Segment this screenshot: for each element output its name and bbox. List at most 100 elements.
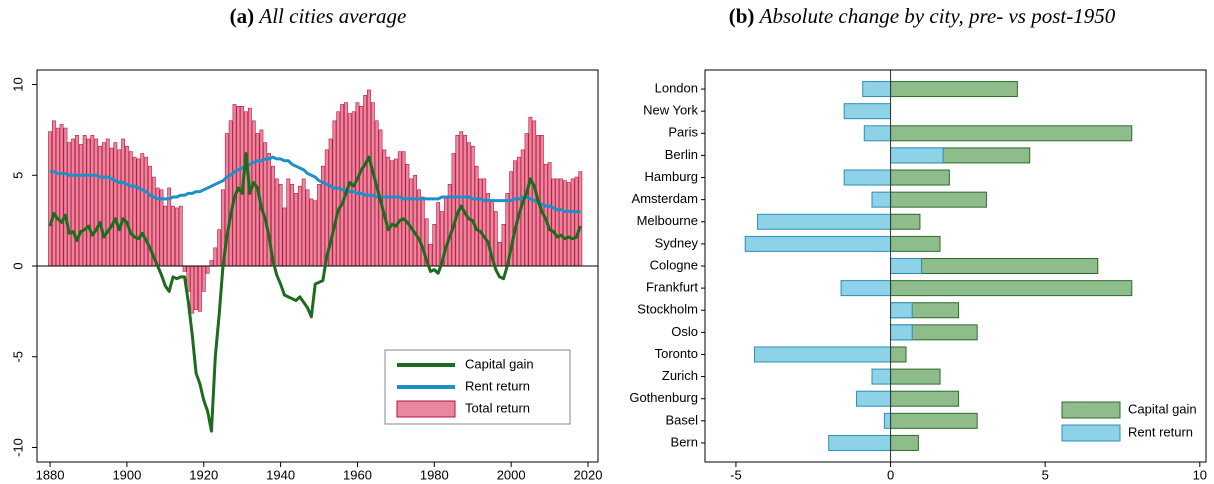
y-tick-label: Stockholm xyxy=(637,302,698,317)
bar xyxy=(528,116,533,267)
bar xyxy=(455,135,460,267)
x-tick-label: 1980 xyxy=(420,467,449,482)
bar xyxy=(574,176,579,267)
y-tick-label: Gothenburg xyxy=(629,390,698,405)
bar xyxy=(136,158,141,267)
bar xyxy=(370,102,375,267)
bar xyxy=(290,184,295,267)
bar xyxy=(59,124,64,267)
bar xyxy=(282,207,287,267)
bar xyxy=(205,265,210,274)
bar xyxy=(86,138,91,267)
legend-label: Total return xyxy=(465,400,530,415)
bar xyxy=(236,105,241,267)
bar xyxy=(856,390,892,407)
bar xyxy=(459,131,464,267)
y-tick-label: Cologne xyxy=(650,257,698,272)
bar xyxy=(128,151,133,267)
y-tick-label: Paris xyxy=(668,125,698,140)
bar xyxy=(232,104,237,267)
bar xyxy=(63,127,68,267)
bar xyxy=(890,390,960,407)
panel-title: (a) All cities average xyxy=(230,4,407,28)
bar xyxy=(332,120,337,267)
bar xyxy=(890,81,1018,98)
bar xyxy=(55,127,60,267)
x-tick-label: 2020 xyxy=(574,467,603,482)
bar xyxy=(890,346,907,363)
bar xyxy=(201,265,206,292)
bar xyxy=(109,147,114,267)
bar xyxy=(405,164,410,267)
bar xyxy=(217,229,222,267)
bar xyxy=(125,145,129,267)
bar xyxy=(117,149,122,267)
bar xyxy=(98,145,102,267)
x-tick-label: 10 xyxy=(1193,467,1207,482)
y-tick-label: Berlin xyxy=(665,147,698,162)
legend-label: Rent return xyxy=(465,378,530,393)
x-tick-label: 1900 xyxy=(112,467,141,482)
bar xyxy=(113,142,118,267)
y-tick-label: Zurich xyxy=(662,368,698,383)
bar xyxy=(194,265,198,310)
legend-label: Capital gain xyxy=(1128,401,1197,416)
bar xyxy=(317,184,321,267)
bar xyxy=(890,125,1133,142)
line xyxy=(50,155,581,214)
bar xyxy=(493,211,498,267)
bar xyxy=(178,205,183,267)
y-tick-label: Oslo xyxy=(671,324,698,339)
y-tick-label: -5 xyxy=(10,351,25,363)
bar xyxy=(413,174,417,267)
bar xyxy=(401,151,406,267)
bar xyxy=(486,193,491,267)
bar xyxy=(883,412,892,429)
legend-swatch xyxy=(1061,401,1121,419)
bar xyxy=(209,260,214,267)
plot-frame xyxy=(36,69,599,463)
bar xyxy=(294,193,298,267)
bar xyxy=(890,412,978,429)
bar xyxy=(393,158,398,267)
bar xyxy=(513,160,517,267)
bar xyxy=(474,165,479,267)
legend-label: Capital gain xyxy=(465,356,534,371)
bar xyxy=(551,178,556,267)
bar xyxy=(563,180,567,267)
bar xyxy=(313,200,318,267)
bar xyxy=(105,138,110,267)
bar xyxy=(67,142,72,267)
bar xyxy=(309,198,314,267)
y-tick-label: 10 xyxy=(10,77,25,91)
bar xyxy=(757,213,892,230)
bar xyxy=(463,135,467,267)
bar xyxy=(305,189,310,267)
bar xyxy=(478,178,483,267)
legend-swatch xyxy=(396,400,456,418)
bar xyxy=(871,191,892,208)
panel-label: (b) xyxy=(729,4,755,28)
bar xyxy=(159,189,164,267)
bar xyxy=(890,235,941,252)
x-tick-label: 1880 xyxy=(36,467,65,482)
bar xyxy=(890,280,1133,297)
bar xyxy=(470,145,475,267)
bar xyxy=(390,160,394,267)
bar xyxy=(251,120,256,267)
x-tick-label: 1940 xyxy=(266,467,295,482)
y-tick-label: Hamburg xyxy=(645,169,698,184)
bar xyxy=(466,142,471,267)
bar xyxy=(78,144,83,267)
bar xyxy=(301,178,306,267)
bar xyxy=(213,247,218,267)
bar xyxy=(843,103,892,120)
y-tick-label: New York xyxy=(643,103,698,118)
bar xyxy=(182,265,187,272)
bar xyxy=(570,178,575,267)
bar xyxy=(863,125,892,142)
bar xyxy=(174,207,179,267)
bar xyxy=(144,156,149,267)
x-tick-label: 1920 xyxy=(189,467,218,482)
